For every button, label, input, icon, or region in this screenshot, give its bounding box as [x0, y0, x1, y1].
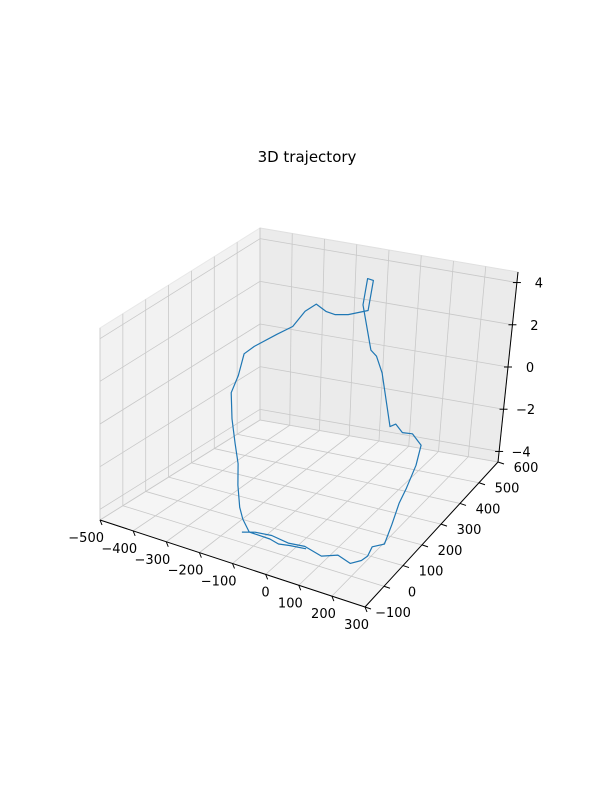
y-tick: [421, 544, 429, 548]
z-tick-label: −2: [516, 403, 535, 418]
x-tick: [132, 530, 136, 537]
z-grid-line: [259, 280, 513, 326]
tick-marks: [99, 282, 521, 613]
z-tick-label: 4: [535, 277, 543, 292]
y-tick-label: 500: [495, 482, 520, 497]
z-tick-label: −4: [512, 445, 531, 460]
z-grid-line: [99, 366, 261, 468]
x-tick: [364, 606, 368, 613]
grid-lines: [99, 228, 519, 608]
tick-labels: −500−400−300−200−1000100200300−100010020…: [68, 277, 543, 633]
x-grid-line: [265, 445, 410, 575]
z-grid-line: [99, 323, 261, 425]
x-grid-line: [298, 451, 439, 586]
z-tick-label: 0: [526, 361, 534, 376]
x-grid-line: [232, 440, 380, 564]
z-grid-line: [99, 280, 261, 382]
y-tick: [383, 585, 391, 589]
x-tick-label: −400: [101, 542, 137, 557]
trajectory-line: [230, 278, 422, 564]
x-tick-label: 300: [344, 618, 369, 633]
x-tick-label: 100: [278, 596, 303, 611]
y-grid-line: [168, 476, 423, 546]
y-tick-label: 100: [419, 565, 444, 580]
y-grid-line: [122, 505, 385, 587]
x-tick: [331, 595, 335, 602]
x-tick: [232, 563, 235, 569]
z-tick-label: 2: [530, 319, 538, 334]
y-tick-label: 200: [438, 544, 463, 559]
x-tick-label: −100: [201, 575, 237, 590]
x-tick: [198, 552, 202, 558]
x-tick: [165, 541, 169, 547]
z-grid-line: [99, 238, 261, 340]
x-grid-line: [99, 419, 261, 521]
x-tick-label: 200: [311, 607, 336, 622]
x-grid-line: [132, 424, 290, 532]
y-tick-label: 400: [476, 502, 501, 517]
x-tick-label: 0: [261, 585, 269, 600]
x-grid-line: [199, 435, 350, 553]
y-grid-line: [191, 462, 442, 525]
y-tick: [459, 502, 467, 506]
y-tick: [478, 482, 486, 486]
y-tick-label: 600: [514, 461, 539, 476]
z-grid-line: [259, 366, 504, 410]
x-tick: [265, 574, 269, 580]
z-grid-line: [259, 238, 517, 283]
y-grid-line: [237, 433, 480, 484]
x-tick-label: −300: [135, 553, 171, 568]
x-tick: [99, 519, 103, 526]
y-tick-label: 300: [457, 523, 482, 538]
y-tick-label: 0: [408, 585, 416, 600]
z-grid-line: [259, 323, 509, 368]
y-grid-line: [259, 419, 499, 463]
y-grid-line: [214, 448, 461, 504]
x-grid-line: [331, 456, 469, 597]
chart-title: 3D trajectory: [258, 148, 357, 166]
y-axis-line: [364, 461, 499, 608]
y-tick: [402, 565, 410, 569]
x-grid-line: [166, 430, 320, 543]
y-tick-label: −100: [375, 606, 411, 621]
x-tick-label: −500: [68, 531, 104, 546]
x-tick: [298, 585, 302, 591]
y-tick: [497, 461, 505, 465]
plot-area: [230, 278, 422, 564]
z-grid-line: [259, 408, 500, 452]
y-tick: [440, 523, 448, 527]
y-grid-line: [145, 491, 404, 566]
y-tick: [364, 606, 372, 610]
x-tick-label: −200: [168, 564, 204, 579]
